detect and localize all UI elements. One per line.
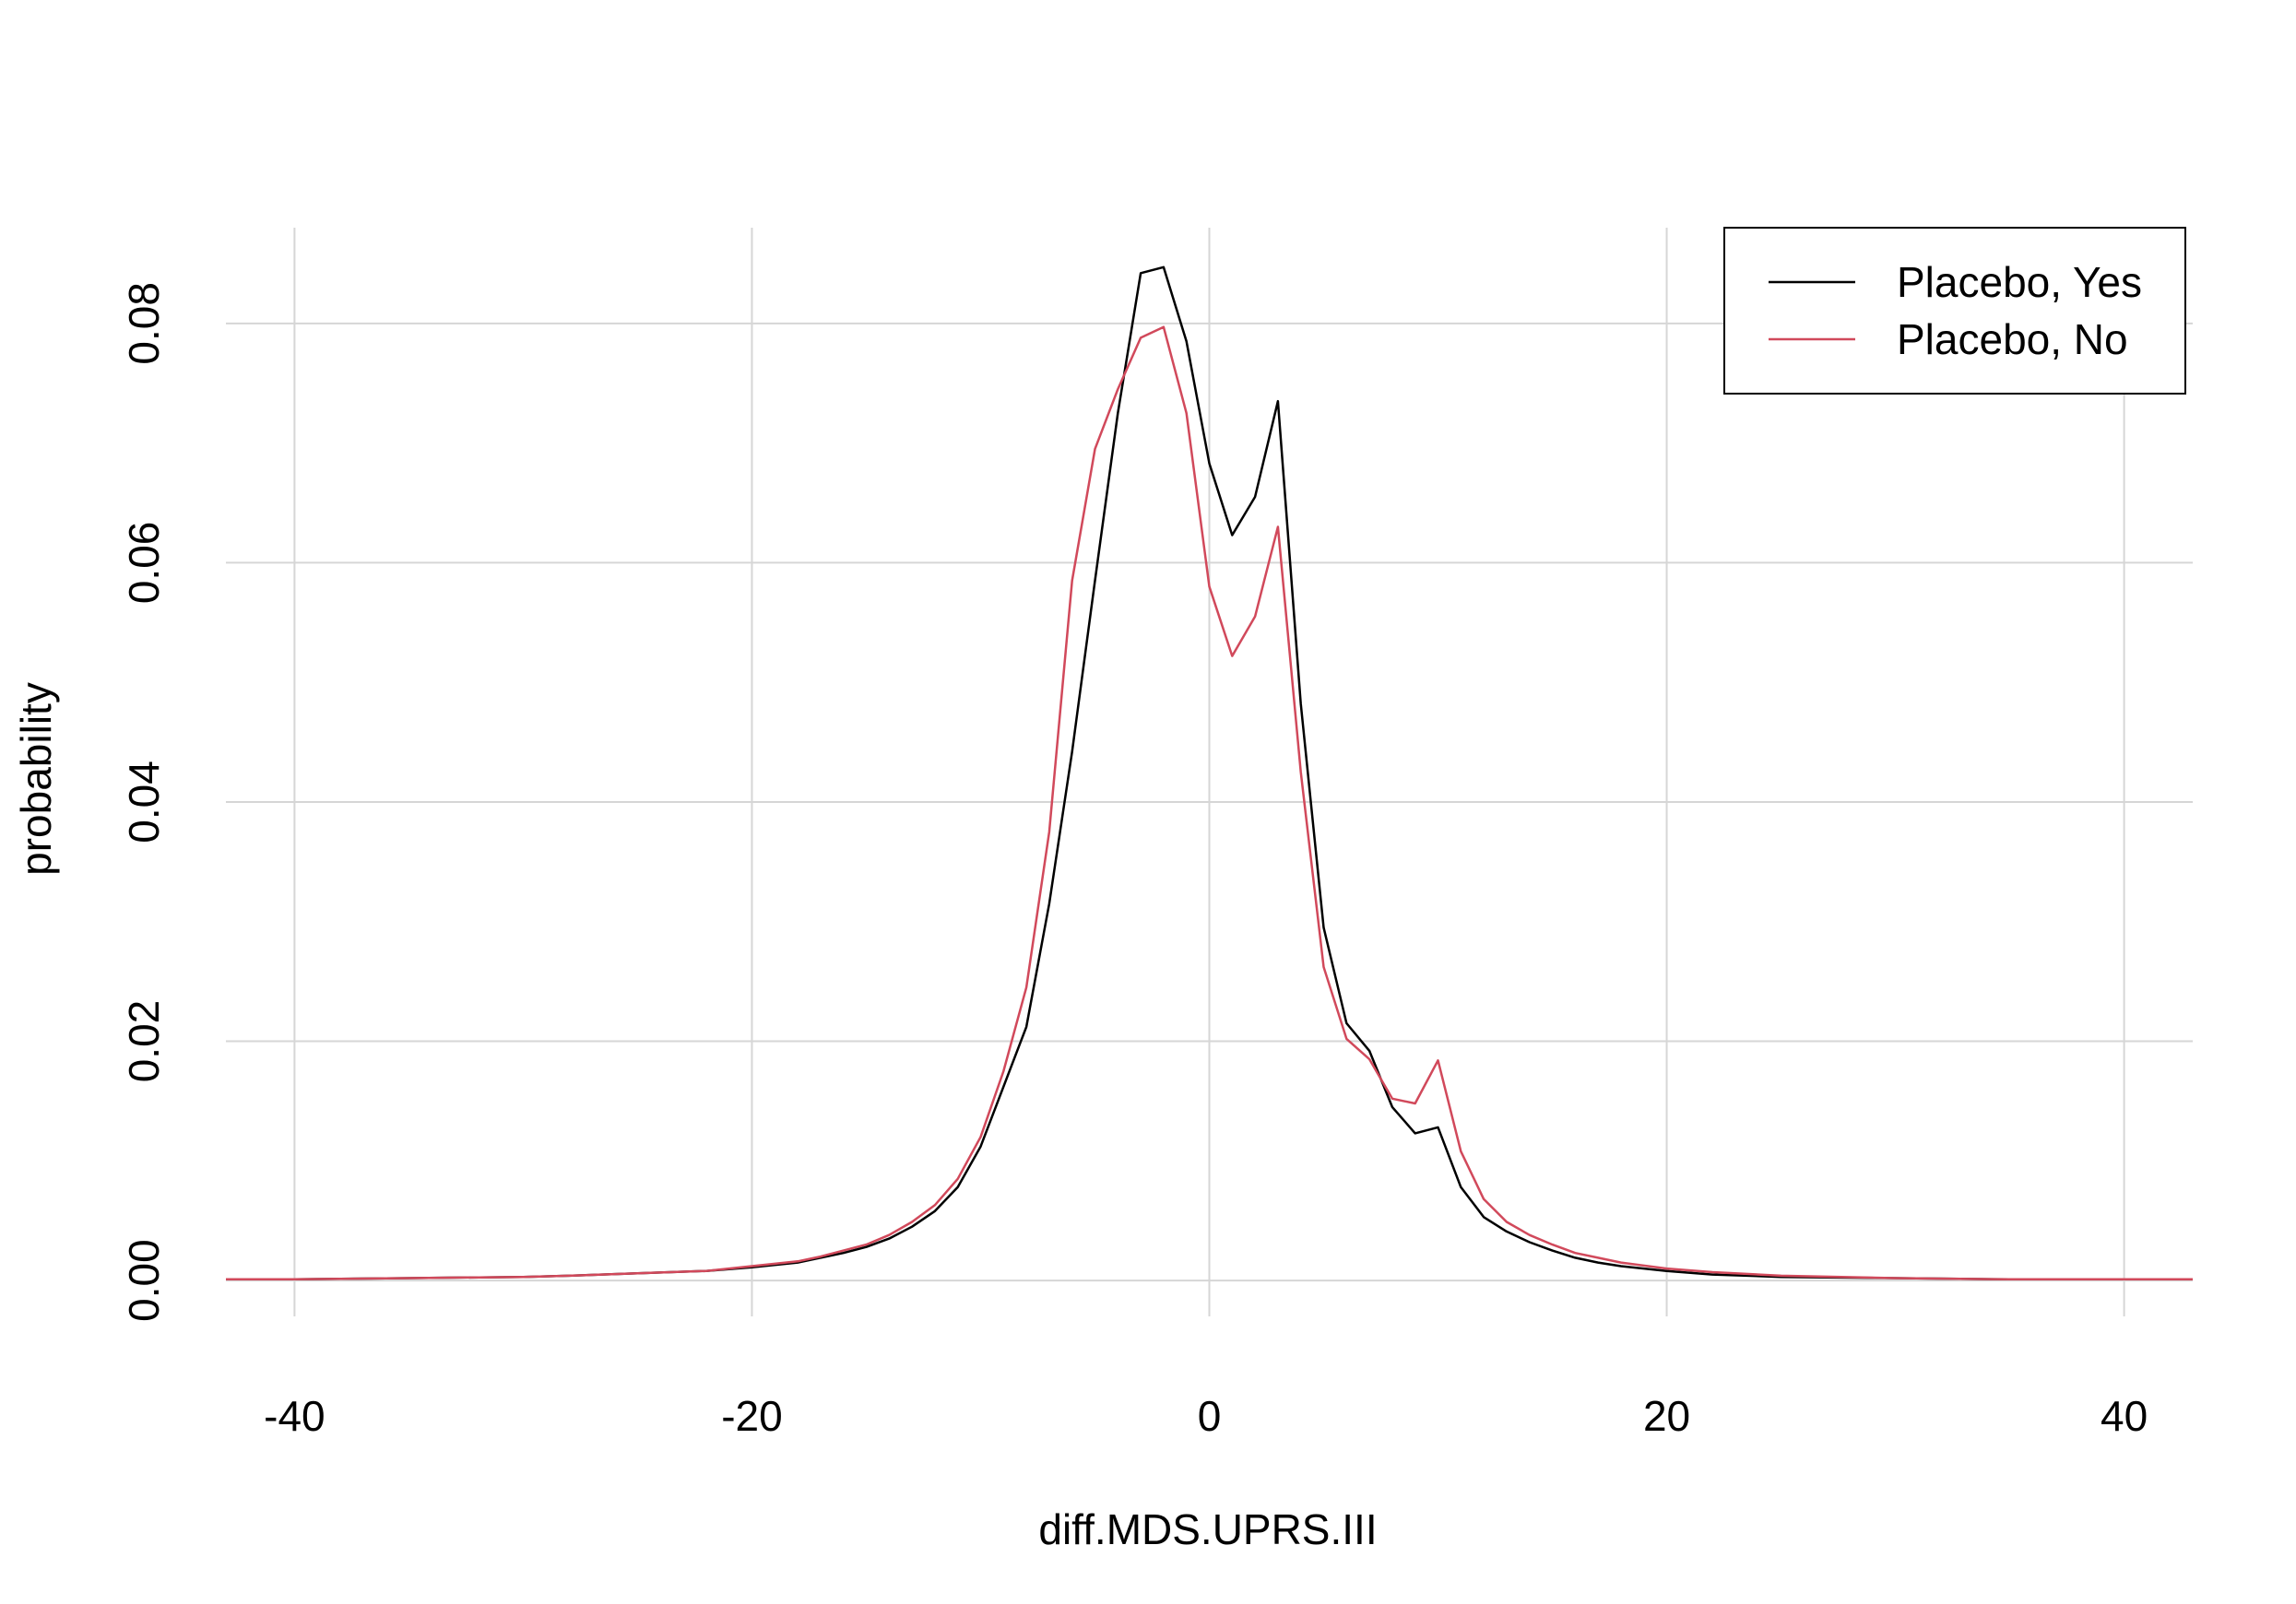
series-layer (226, 265, 2193, 1281)
y-tick-label: 0.04 (120, 761, 168, 843)
series-line-placebo-no (226, 325, 2193, 1281)
x-tick-label: 20 (1643, 1392, 1690, 1440)
legend: Placebo, Yes Placebo, No (1723, 227, 2186, 395)
y-tick-label: 0.08 (120, 282, 168, 365)
y-tick-label: 0.06 (120, 522, 168, 605)
y-axis-ticks: 0.00 0.02 0.04 0.06 0.08 (120, 282, 168, 1322)
x-tick-label: 40 (2101, 1392, 2148, 1440)
series-line-placebo-yes (226, 265, 2193, 1281)
x-tick-label: -20 (721, 1392, 782, 1440)
x-tick-label: -40 (264, 1392, 325, 1440)
legend-box (1723, 227, 2186, 395)
legend-label-placebo-yes: Placebo, Yes (1897, 258, 2142, 306)
x-axis-ticks: -40 -20 0 20 40 (264, 1392, 2148, 1440)
y-tick-label: 0.02 (120, 1000, 168, 1083)
legend-label-placebo-no: Placebo, No (1897, 315, 2128, 363)
x-axis-label: diff.MDS.UPRS.III (1038, 1505, 1377, 1553)
x-tick-label: 0 (1198, 1392, 1222, 1440)
y-tick-label: 0.00 (120, 1239, 168, 1322)
y-axis-label: probability (12, 682, 60, 876)
